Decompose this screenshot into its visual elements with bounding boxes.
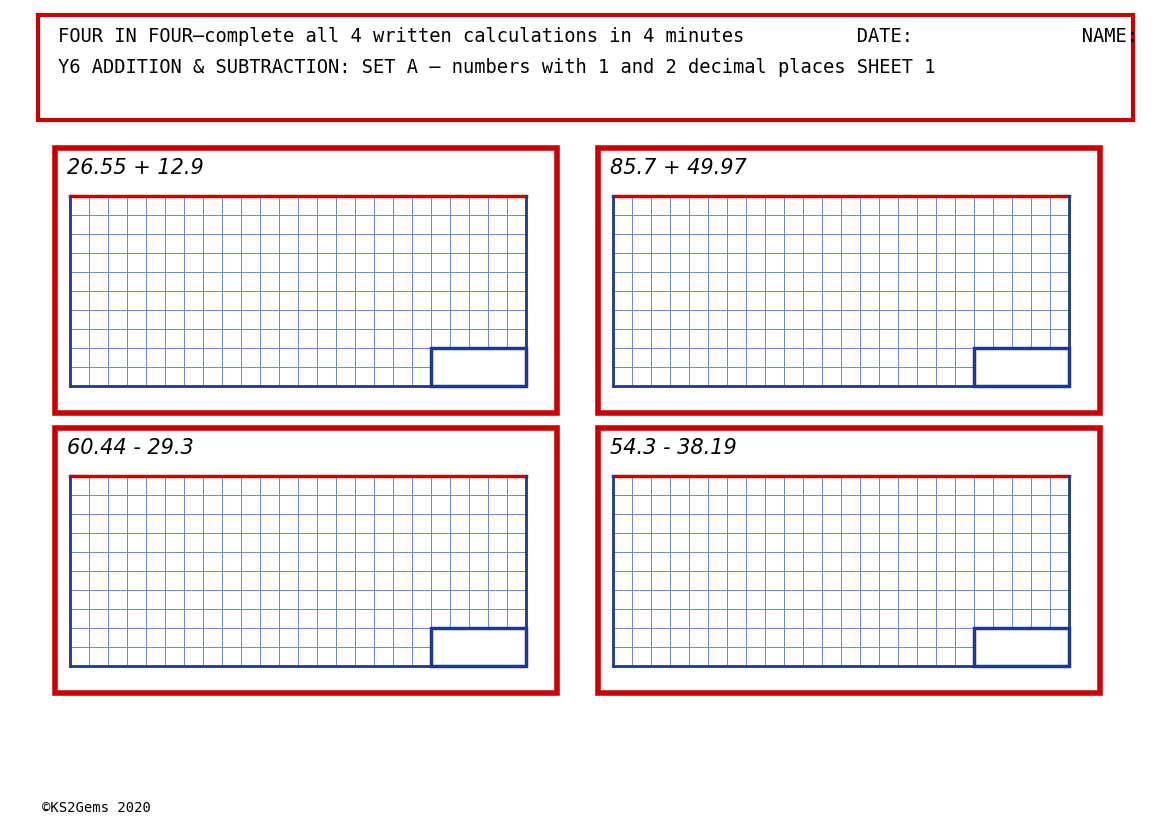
Text: 26.55 + 12.9: 26.55 + 12.9 xyxy=(67,158,204,178)
Bar xyxy=(598,428,1100,693)
Bar xyxy=(431,348,526,386)
Bar xyxy=(55,148,557,413)
Bar xyxy=(431,348,526,386)
Text: FOUR IN FOUR—complete all 4 written calculations in 4 minutes          DATE:    : FOUR IN FOUR—complete all 4 written calc… xyxy=(58,27,1138,46)
Bar xyxy=(973,628,1069,666)
Bar xyxy=(70,196,526,386)
Bar xyxy=(613,476,1069,666)
Bar xyxy=(973,628,1069,666)
Text: ©KS2Gems 2020: ©KS2Gems 2020 xyxy=(42,801,151,815)
Text: 60.44 - 29.3: 60.44 - 29.3 xyxy=(67,438,194,458)
Bar xyxy=(37,15,1133,120)
Bar xyxy=(613,196,1069,386)
Bar xyxy=(973,348,1069,386)
Bar xyxy=(973,348,1069,386)
Bar xyxy=(70,476,526,666)
Text: Y6 ADDITION & SUBTRACTION: SET A — numbers with 1 and 2 decimal places SHEET 1: Y6 ADDITION & SUBTRACTION: SET A — numbe… xyxy=(58,58,936,77)
Bar xyxy=(55,428,557,693)
Bar xyxy=(431,628,526,666)
Bar xyxy=(431,628,526,666)
Text: 54.3 - 38.19: 54.3 - 38.19 xyxy=(610,438,737,458)
Text: 85.7 + 49.97: 85.7 + 49.97 xyxy=(610,158,746,178)
Bar xyxy=(598,148,1100,413)
